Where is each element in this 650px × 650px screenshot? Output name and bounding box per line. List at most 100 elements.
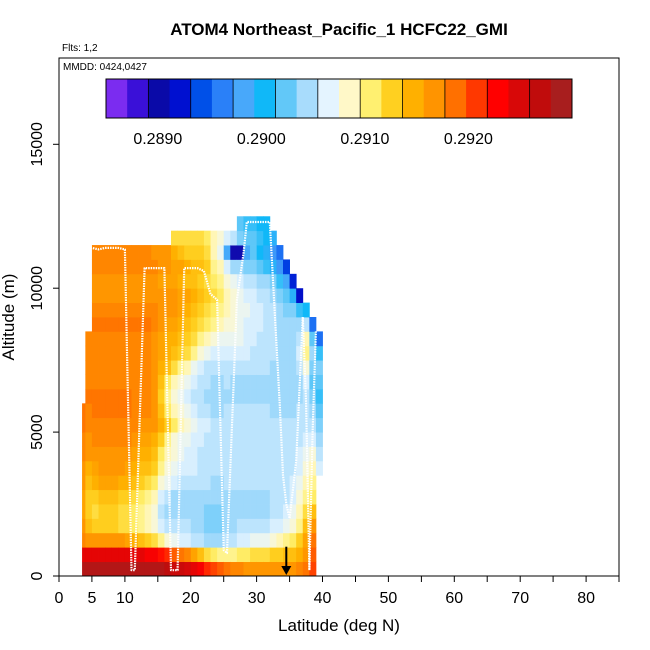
heatmap-cell [296, 302, 304, 318]
heatmap-cell [98, 547, 106, 563]
heatmap-cell [138, 403, 146, 419]
heatmap-cell [236, 331, 244, 347]
heatmap-cell [203, 331, 211, 347]
heatmap-cell [171, 518, 178, 534]
heatmap-cell [82, 432, 86, 447]
heatmap-cell [98, 403, 106, 419]
heatmap-cell [131, 532, 139, 548]
heatmap-cell [91, 345, 99, 361]
heatmap-cell [217, 432, 225, 447]
heatmap-cell [283, 460, 290, 476]
heatmap-cell [223, 504, 231, 519]
heatmap-cell [223, 245, 231, 260]
heatmap-cell [203, 532, 211, 548]
heatmap-cell [118, 245, 126, 260]
heatmap-cell [210, 475, 218, 491]
heatmap-cell [256, 518, 264, 534]
heatmap-cell [203, 374, 211, 390]
heatmap-cell [98, 317, 106, 332]
heatmap-cell [105, 403, 113, 419]
heatmap-cell [151, 532, 159, 548]
heatmap-cell [164, 446, 172, 462]
heatmap-cell [197, 460, 205, 476]
heatmap-cell [118, 489, 126, 505]
heatmap-cell [171, 460, 178, 476]
heatmap-cell [243, 446, 251, 462]
plot-frame [58, 57, 620, 577]
heatmap-cell [184, 403, 192, 419]
heatmap-cell [276, 532, 284, 548]
heatmap-cell [184, 302, 192, 318]
heatmap-cell [144, 331, 152, 347]
heatmap-cell [269, 489, 277, 505]
heatmap-cell [82, 547, 86, 563]
heatmap-cell [124, 547, 132, 563]
heatmap-cell [296, 561, 304, 577]
heatmap-cell [250, 230, 258, 246]
heatmap-cell [243, 317, 251, 332]
heatmap-cell [171, 489, 178, 505]
colorbar-tick-label: 0.2920 [444, 131, 493, 148]
heatmap-cell [118, 561, 126, 577]
heatmap-cell [276, 259, 284, 275]
heatmap-cell [203, 475, 211, 491]
heatmap-cell [91, 460, 99, 476]
heatmap-cell [276, 345, 284, 361]
heatmap-cell [223, 259, 231, 275]
heatmap-cell [118, 360, 126, 375]
heatmap-cell [190, 388, 198, 404]
heatmap-cell [256, 417, 264, 433]
heatmap-cell [171, 432, 178, 447]
heatmap-cell [91, 331, 99, 347]
heatmap-cell [171, 532, 178, 548]
heatmap-cell [217, 302, 225, 318]
heatmap-cell [217, 230, 225, 246]
heatmap-cell [230, 388, 238, 404]
heatmap-cell [197, 561, 205, 577]
heatmap-cell [283, 518, 290, 534]
heatmap-cell [289, 360, 297, 375]
heatmap-cell [203, 504, 211, 519]
colorbar-swatch [296, 79, 319, 118]
heatmap-cell [131, 331, 139, 347]
heatmap-cell [230, 317, 238, 332]
heatmap-cell [243, 374, 251, 390]
heatmap-cell [236, 317, 244, 332]
heatmap-cell [283, 288, 290, 304]
heatmap-cell [85, 561, 93, 577]
heatmap-cell [223, 302, 231, 318]
heatmap-cell [302, 331, 310, 347]
heatmap-cell [164, 388, 172, 404]
heatmap-cell [177, 403, 185, 419]
heatmap-cell [217, 245, 225, 260]
heatmap-cell [230, 432, 238, 447]
heatmap-cell [177, 345, 185, 361]
heatmap-cell [144, 245, 152, 260]
heatmap-cell [210, 504, 218, 519]
heatmap-cell [217, 317, 225, 332]
heatmap-cell [157, 345, 165, 361]
heatmap-cell [309, 518, 317, 534]
heatmap-cell [276, 374, 284, 390]
heatmap-cell [184, 475, 192, 491]
heatmap-cell [157, 259, 165, 275]
heatmap-cell [85, 475, 93, 491]
heatmap-cell [151, 388, 159, 404]
heatmap-cell [276, 331, 284, 347]
heatmap-cell [236, 547, 244, 563]
heatmap-cell [151, 245, 159, 260]
heatmap-cell [210, 417, 218, 433]
y-tick-label: 15000 [29, 122, 46, 167]
heatmap-cell [91, 388, 99, 404]
heatmap-cell [190, 489, 198, 505]
heatmap-cell [223, 417, 231, 433]
heatmap-cell [164, 331, 172, 347]
heatmap-cell [256, 216, 264, 232]
heatmap-cell [230, 489, 238, 505]
heatmap-cell [263, 518, 271, 534]
heatmap-cell [82, 561, 86, 577]
heatmap-cell [164, 504, 172, 519]
heatmap-cell [243, 345, 251, 361]
heatmap-cell [105, 460, 113, 476]
heatmap-cell [315, 345, 323, 361]
